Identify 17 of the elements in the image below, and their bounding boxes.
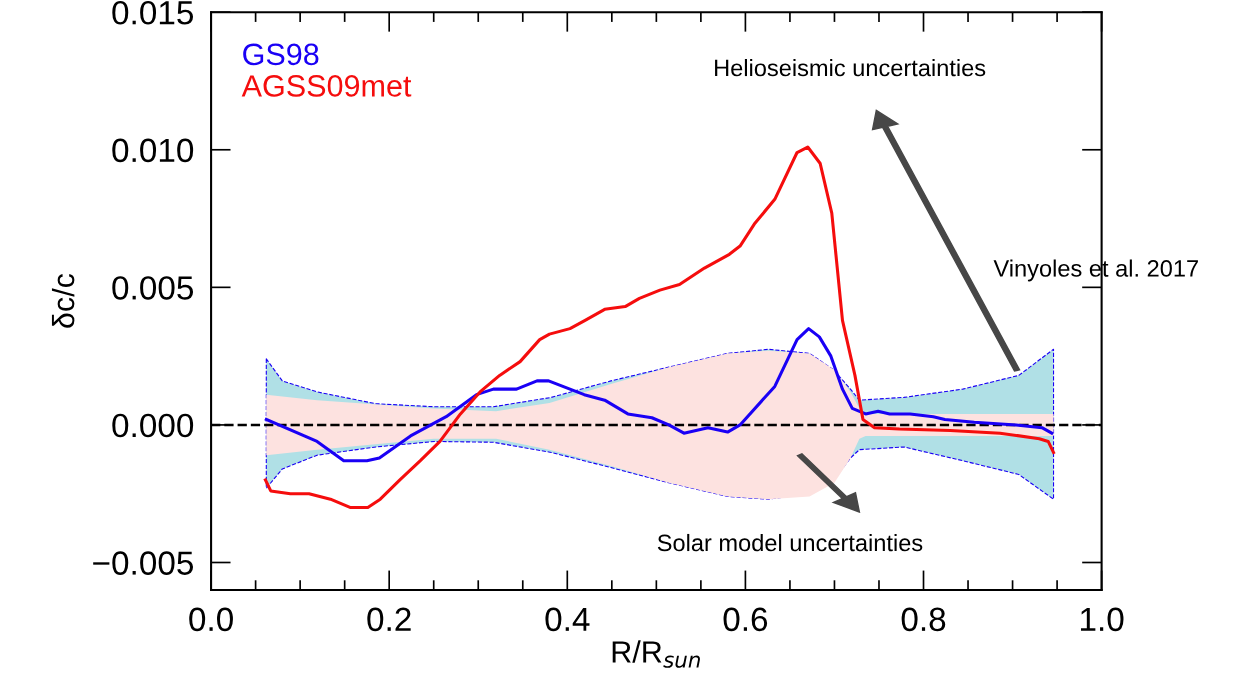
y-axis-title: δc/c — [51, 273, 75, 328]
x-tick-label: 1.0 — [1080, 607, 1124, 632]
text: AGSS09met — [241, 75, 412, 97]
y-tick-label: 0.005 — [112, 276, 194, 300]
annotation: Solar model uncertainties — [657, 533, 923, 552]
y-tick-label: 0.010 — [112, 138, 194, 163]
x-tick-label: 0.2 — [367, 607, 411, 632]
y-tick-label: −0.005 — [93, 551, 194, 575]
x-tick-label: 0.6 — [723, 607, 768, 632]
annotation: Helioseismic uncertainties — [715, 58, 986, 77]
x-tick-label: 0.4 — [545, 607, 590, 632]
text: GS98 — [243, 43, 319, 66]
y-tick-label: 0.000 — [112, 413, 194, 438]
y-tick-label: 0.015 — [112, 1, 194, 25]
x-tick-label: 0.0 — [189, 607, 233, 632]
x-tick-label: 0.8 — [901, 607, 946, 632]
x-axis-title: R/R$_{sun}$ — [612, 640, 700, 668]
